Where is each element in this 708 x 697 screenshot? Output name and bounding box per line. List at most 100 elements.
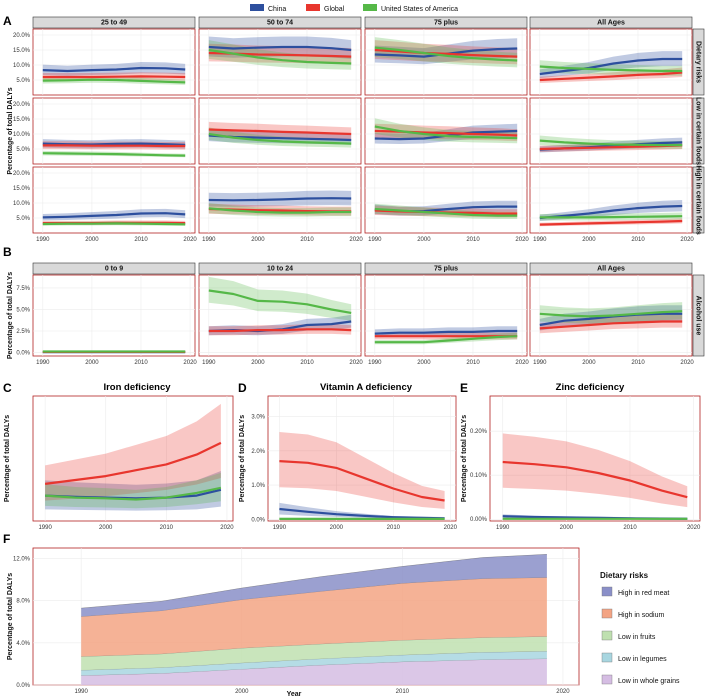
x-tick-label: 2010: [134, 237, 148, 243]
y-tick-label: 3.0%: [251, 415, 265, 421]
line-global: [42, 144, 186, 148]
panel-title: Iron deficiency: [103, 382, 171, 393]
line-united-states-of-america: [42, 78, 186, 84]
facet-strip-75-plus: [364, 262, 528, 275]
x-tick-label: 2010: [466, 360, 480, 366]
panel-d-vitamin-a-deficiency: Vitamin A deficiency 0.0% 1.0% 2.0% 3.0% 1990…: [239, 382, 458, 531]
facet-strip-all-ages: [529, 16, 693, 29]
legend-label-global: Global: [324, 6, 345, 13]
plot-area: [489, 395, 701, 522]
facet-row-strip-dietary-risks: [692, 28, 705, 96]
legend-swatch-global: [306, 4, 320, 11]
facet-panel: [529, 28, 693, 96]
y-tick-label: 1.0%: [251, 483, 265, 489]
facet-row-label: Alcohol use: [695, 296, 702, 336]
x-tick-label: 2020: [680, 237, 694, 243]
line-united-states-of-america: [208, 132, 352, 145]
x-tick-label: 1990: [533, 360, 547, 366]
line-united-states-of-america: [45, 486, 222, 501]
y-tick-label: 20.0%: [13, 102, 31, 108]
line-global: [539, 219, 683, 226]
x-tick-label: 2020: [515, 237, 529, 243]
y-tick-label: 4.0%: [16, 641, 30, 647]
line-global: [42, 75, 186, 79]
band-china: [539, 305, 683, 331]
y-tick-label: 5.0%: [16, 216, 30, 222]
legend-label-high-in-red-meat: High in red meat: [618, 590, 669, 597]
x-tick-label: 2020: [349, 237, 363, 243]
band-china: [208, 129, 352, 145]
band-united-states-of-america: [539, 60, 683, 76]
area-low-in-fruits: [81, 636, 547, 671]
x-tick-label: 2000: [235, 689, 249, 695]
legend-label-usa: United States of America: [381, 6, 458, 13]
line-global: [44, 441, 222, 485]
y-tick-label: 12.0%: [13, 557, 31, 563]
y-axis-label: Percentage of total DALYs: [4, 415, 11, 502]
line-china: [374, 329, 518, 335]
x-tick-label: 2000: [560, 525, 574, 531]
x-tick-label: 2000: [582, 360, 596, 366]
x-tick-label: 2000: [99, 525, 113, 531]
panel-c-iron-deficiency: Iron deficiency 1990 2000 2010 2020 Percentag…: [4, 382, 234, 531]
band-global: [502, 433, 688, 508]
legend-swatch-high-in-sodium: [601, 608, 613, 619]
x-tick-label: 2010: [300, 360, 314, 366]
x-tick-label: 1990: [368, 360, 382, 366]
x-tick-label: 2010: [631, 237, 645, 243]
panel-e-zinc-deficiency: Zinc deficiency 0.00% 0.10% 0.20% 1990 2000 20…: [461, 382, 701, 531]
band-global: [45, 403, 221, 501]
panel-letter-b: B: [3, 245, 12, 259]
facet-panel: [529, 97, 693, 165]
facet-strip-0-to-9: [32, 262, 196, 275]
x-tick-label: 2000: [251, 360, 265, 366]
y-axis-label: Percentage of total DALYs: [7, 87, 14, 174]
area-high-in-sodium: [81, 577, 547, 657]
facet-strip-10-to-24: [198, 262, 362, 275]
area-low-in-legumes: [81, 651, 547, 676]
y-tick-label: 0.0%: [16, 683, 30, 689]
band-united-states-of-america: [374, 37, 518, 68]
line-united-states-of-america: [539, 310, 683, 318]
legend-label-low-in-fruits: Low in fruits: [618, 634, 656, 641]
x-tick-label: 2000: [85, 237, 99, 243]
line-china: [42, 66, 186, 73]
line-united-states-of-america: [374, 46, 518, 62]
x-tick-label: 1990: [273, 525, 287, 531]
line-global: [502, 460, 688, 499]
y-tick-label: 10.0%: [13, 132, 31, 138]
area-edge-high-in-red-meat: [81, 554, 547, 609]
x-tick-label: 2020: [444, 525, 458, 531]
panel-f-dietary-risks-area: 0.0% 4.0% 8.0% 12.0% 1990 2000 2010 2020 Year Per…: [7, 547, 680, 697]
x-tick-label: 2020: [183, 360, 197, 366]
facet-strip-all-ages: [529, 262, 693, 275]
y-tick-label: 7.5%: [16, 286, 30, 292]
legend-swatch-low-in-legumes: [601, 652, 613, 663]
x-tick-label: 1990: [36, 360, 50, 366]
facet-row-strip-high-in-certain-foods: [692, 166, 705, 234]
x-tick-label: 1990: [496, 525, 510, 531]
facet-row-label: High in certain foods: [695, 165, 702, 235]
facet-strip-75-plus: [364, 16, 528, 29]
line-global: [374, 48, 518, 58]
facet-strip-label: 75 plus: [434, 266, 458, 273]
panel-a-dietary-facets: 25 to 49 50 to 74 75 plus All Ages 5.0% 10.0%…: [7, 16, 705, 243]
legend-label-high-in-sodium: High in sodium: [618, 612, 664, 619]
y-tick-label: 0.10%: [470, 473, 488, 479]
band-united-states-of-america: [208, 276, 352, 321]
band-united-states-of-america: [539, 302, 683, 324]
line-united-states-of-america: [208, 48, 352, 65]
line-united-states-of-america: [539, 215, 683, 219]
x-tick-label: 2020: [183, 237, 197, 243]
x-tick-label: 2010: [134, 360, 148, 366]
line-china: [208, 197, 352, 202]
y-axis-label: Percentage of total DALYs: [461, 415, 468, 502]
facet-panel: [32, 274, 196, 357]
legend-swatch-usa: [363, 4, 377, 11]
band-china: [45, 471, 221, 511]
panel-title: Zinc deficiency: [556, 382, 625, 393]
x-tick-label: 2000: [417, 237, 431, 243]
x-tick-label: 2010: [623, 525, 637, 531]
band-china: [279, 502, 445, 520]
